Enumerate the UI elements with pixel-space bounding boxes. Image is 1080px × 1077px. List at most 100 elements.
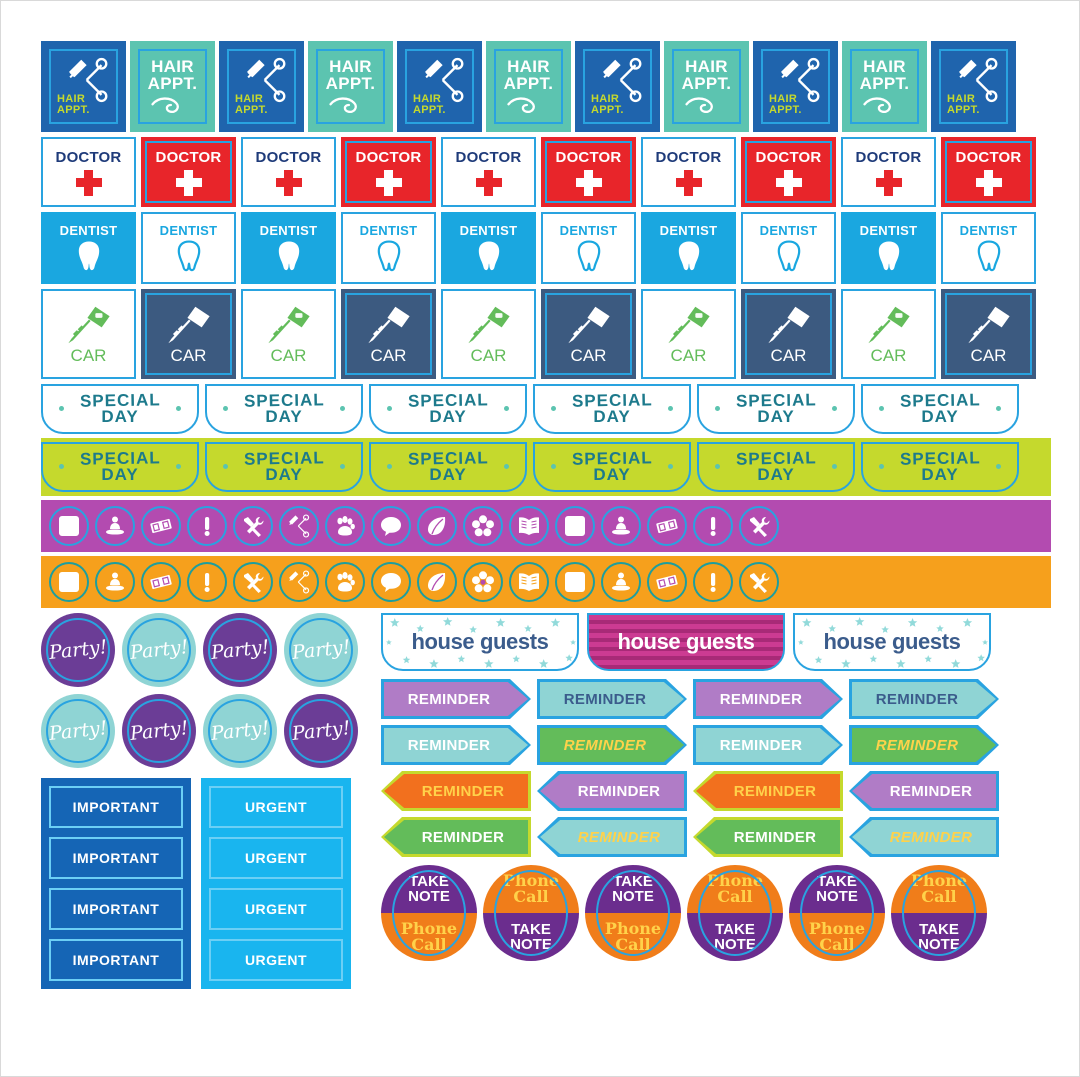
flower-icon[interactable] xyxy=(463,506,503,546)
important-sticker[interactable]: IMPORTANT xyxy=(49,786,183,828)
car-sticker[interactable]: CAR xyxy=(241,289,336,379)
hair-appointment-sticker[interactable]: HAIR APPT. xyxy=(664,41,749,132)
leaf-icon[interactable] xyxy=(417,562,457,602)
tools-icon[interactable] xyxy=(233,506,273,546)
take-note-phone-call-sticker[interactable]: TAKE NOTE Phone Call xyxy=(381,865,477,961)
dentist-sticker[interactable]: DENTIST xyxy=(841,212,936,284)
take-note-phone-call-sticker[interactable]: Phone Call TAKE NOTE xyxy=(687,865,783,961)
party-sticker[interactable]: Party! xyxy=(122,613,196,687)
special-day-sticker[interactable]: SPECIAL DAY xyxy=(369,384,527,434)
money-icon[interactable] xyxy=(647,506,687,546)
dentist-sticker[interactable]: DENTIST xyxy=(941,212,1036,284)
hair-appointment-sticker[interactable]: HAIR APPT. xyxy=(753,41,838,132)
doctor-sticker[interactable]: DOCTOR xyxy=(241,137,336,207)
speech-bubble-icon[interactable] xyxy=(371,562,411,602)
car-sticker[interactable]: CAR xyxy=(741,289,836,379)
special-day-sticker[interactable]: SPECIAL DAY xyxy=(533,442,691,492)
leaf-icon[interactable] xyxy=(417,506,457,546)
comb-scissors-icon[interactable] xyxy=(279,506,319,546)
doctor-sticker[interactable]: DOCTOR xyxy=(341,137,436,207)
reminder-sticker[interactable]: REMINDER xyxy=(849,725,999,765)
car-sticker[interactable]: CAR xyxy=(41,289,136,379)
important-sticker[interactable]: IMPORTANT xyxy=(49,837,183,879)
hair-appointment-sticker[interactable]: HAIR APPT. xyxy=(575,41,660,132)
take-note-phone-call-sticker[interactable]: TAKE NOTE Phone Call xyxy=(789,865,885,961)
doctor-sticker[interactable]: DOCTOR xyxy=(741,137,836,207)
reminder-sticker[interactable]: REMINDER xyxy=(537,725,687,765)
hair-appointment-sticker[interactable]: HAIR APPT. xyxy=(397,41,482,132)
hair-appointment-sticker[interactable]: HAIR APPT. xyxy=(486,41,571,132)
hair-appointment-sticker[interactable]: HAIR APPT. xyxy=(219,41,304,132)
car-sticker[interactable]: CAR xyxy=(941,289,1036,379)
meditation-icon[interactable] xyxy=(95,506,135,546)
urgent-sticker[interactable]: URGENT xyxy=(209,939,343,981)
reminder-sticker[interactable]: REMINDER xyxy=(381,771,531,811)
hair-appointment-sticker[interactable]: HAIR APPT. xyxy=(41,41,126,132)
doctor-sticker[interactable]: DOCTOR xyxy=(441,137,536,207)
party-sticker[interactable]: Party! xyxy=(284,694,358,768)
money-icon[interactable] xyxy=(141,562,181,602)
exclamation-icon[interactable] xyxy=(187,562,227,602)
speech-bubble-icon[interactable] xyxy=(371,506,411,546)
exclamation-icon[interactable] xyxy=(693,562,733,602)
urgent-sticker[interactable]: URGENT xyxy=(209,786,343,828)
tools-icon[interactable] xyxy=(233,562,273,602)
hair-appointment-sticker[interactable]: HAIR APPT. xyxy=(308,41,393,132)
special-day-sticker[interactable]: SPECIAL DAY xyxy=(41,384,199,434)
washing-machine-icon[interactable] xyxy=(555,562,595,602)
special-day-sticker[interactable]: SPECIAL DAY xyxy=(697,384,855,434)
washing-machine-icon[interactable] xyxy=(49,562,89,602)
reminder-sticker[interactable]: REMINDER xyxy=(537,679,687,719)
special-day-sticker[interactable]: SPECIAL DAY xyxy=(369,442,527,492)
dentist-sticker[interactable]: DENTIST xyxy=(541,212,636,284)
doctor-sticker[interactable]: DOCTOR xyxy=(41,137,136,207)
doctor-sticker[interactable]: DOCTOR xyxy=(841,137,936,207)
paw-icon[interactable] xyxy=(325,562,365,602)
party-sticker[interactable]: Party! xyxy=(284,613,358,687)
reminder-sticker[interactable]: REMINDER xyxy=(537,771,687,811)
doctor-sticker[interactable]: DOCTOR xyxy=(541,137,636,207)
party-sticker[interactable]: Party! xyxy=(122,694,196,768)
important-sticker[interactable]: IMPORTANT xyxy=(49,888,183,930)
paw-icon[interactable] xyxy=(325,506,365,546)
exclamation-icon[interactable] xyxy=(187,506,227,546)
washing-machine-icon[interactable] xyxy=(49,506,89,546)
party-sticker[interactable]: Party! xyxy=(203,694,277,768)
reminder-sticker[interactable]: REMINDER xyxy=(537,817,687,857)
dentist-sticker[interactable]: DENTIST xyxy=(41,212,136,284)
car-sticker[interactable]: CAR xyxy=(841,289,936,379)
reminder-sticker[interactable]: REMINDER xyxy=(849,771,999,811)
reminder-sticker[interactable]: REMINDER xyxy=(849,679,999,719)
take-note-phone-call-sticker[interactable]: Phone Call TAKE NOTE xyxy=(891,865,987,961)
reminder-sticker[interactable]: REMINDER xyxy=(693,679,843,719)
tools-icon[interactable] xyxy=(739,506,779,546)
special-day-sticker[interactable]: SPECIAL DAY xyxy=(861,442,1019,492)
reminder-sticker[interactable]: REMINDER xyxy=(693,725,843,765)
car-sticker[interactable]: CAR xyxy=(341,289,436,379)
meditation-icon[interactable] xyxy=(95,562,135,602)
take-note-phone-call-sticker[interactable]: TAKE NOTE Phone Call xyxy=(585,865,681,961)
reminder-sticker[interactable]: REMINDER xyxy=(381,817,531,857)
car-sticker[interactable]: CAR xyxy=(441,289,536,379)
meditation-icon[interactable] xyxy=(601,562,641,602)
hair-appointment-sticker[interactable]: HAIR APPT. xyxy=(130,41,215,132)
urgent-sticker[interactable]: URGENT xyxy=(209,888,343,930)
dentist-sticker[interactable]: DENTIST xyxy=(241,212,336,284)
comb-scissors-icon[interactable] xyxy=(279,562,319,602)
house-guests-sticker[interactable]: house guests xyxy=(793,613,991,671)
house-guests-sticker[interactable]: house guests xyxy=(381,613,579,671)
hair-appointment-sticker[interactable]: HAIR APPT. xyxy=(931,41,1016,132)
dentist-sticker[interactable]: DENTIST xyxy=(741,212,836,284)
book-icon[interactable] xyxy=(509,562,549,602)
meditation-icon[interactable] xyxy=(601,506,641,546)
money-icon[interactable] xyxy=(141,506,181,546)
special-day-sticker[interactable]: SPECIAL DAY xyxy=(41,442,199,492)
car-sticker[interactable]: CAR xyxy=(541,289,636,379)
house-guests-sticker[interactable]: house guests xyxy=(587,613,785,671)
special-day-sticker[interactable]: SPECIAL DAY xyxy=(861,384,1019,434)
reminder-sticker[interactable]: REMINDER xyxy=(693,771,843,811)
dentist-sticker[interactable]: DENTIST xyxy=(141,212,236,284)
special-day-sticker[interactable]: SPECIAL DAY xyxy=(697,442,855,492)
doctor-sticker[interactable]: DOCTOR xyxy=(141,137,236,207)
book-icon[interactable] xyxy=(509,506,549,546)
